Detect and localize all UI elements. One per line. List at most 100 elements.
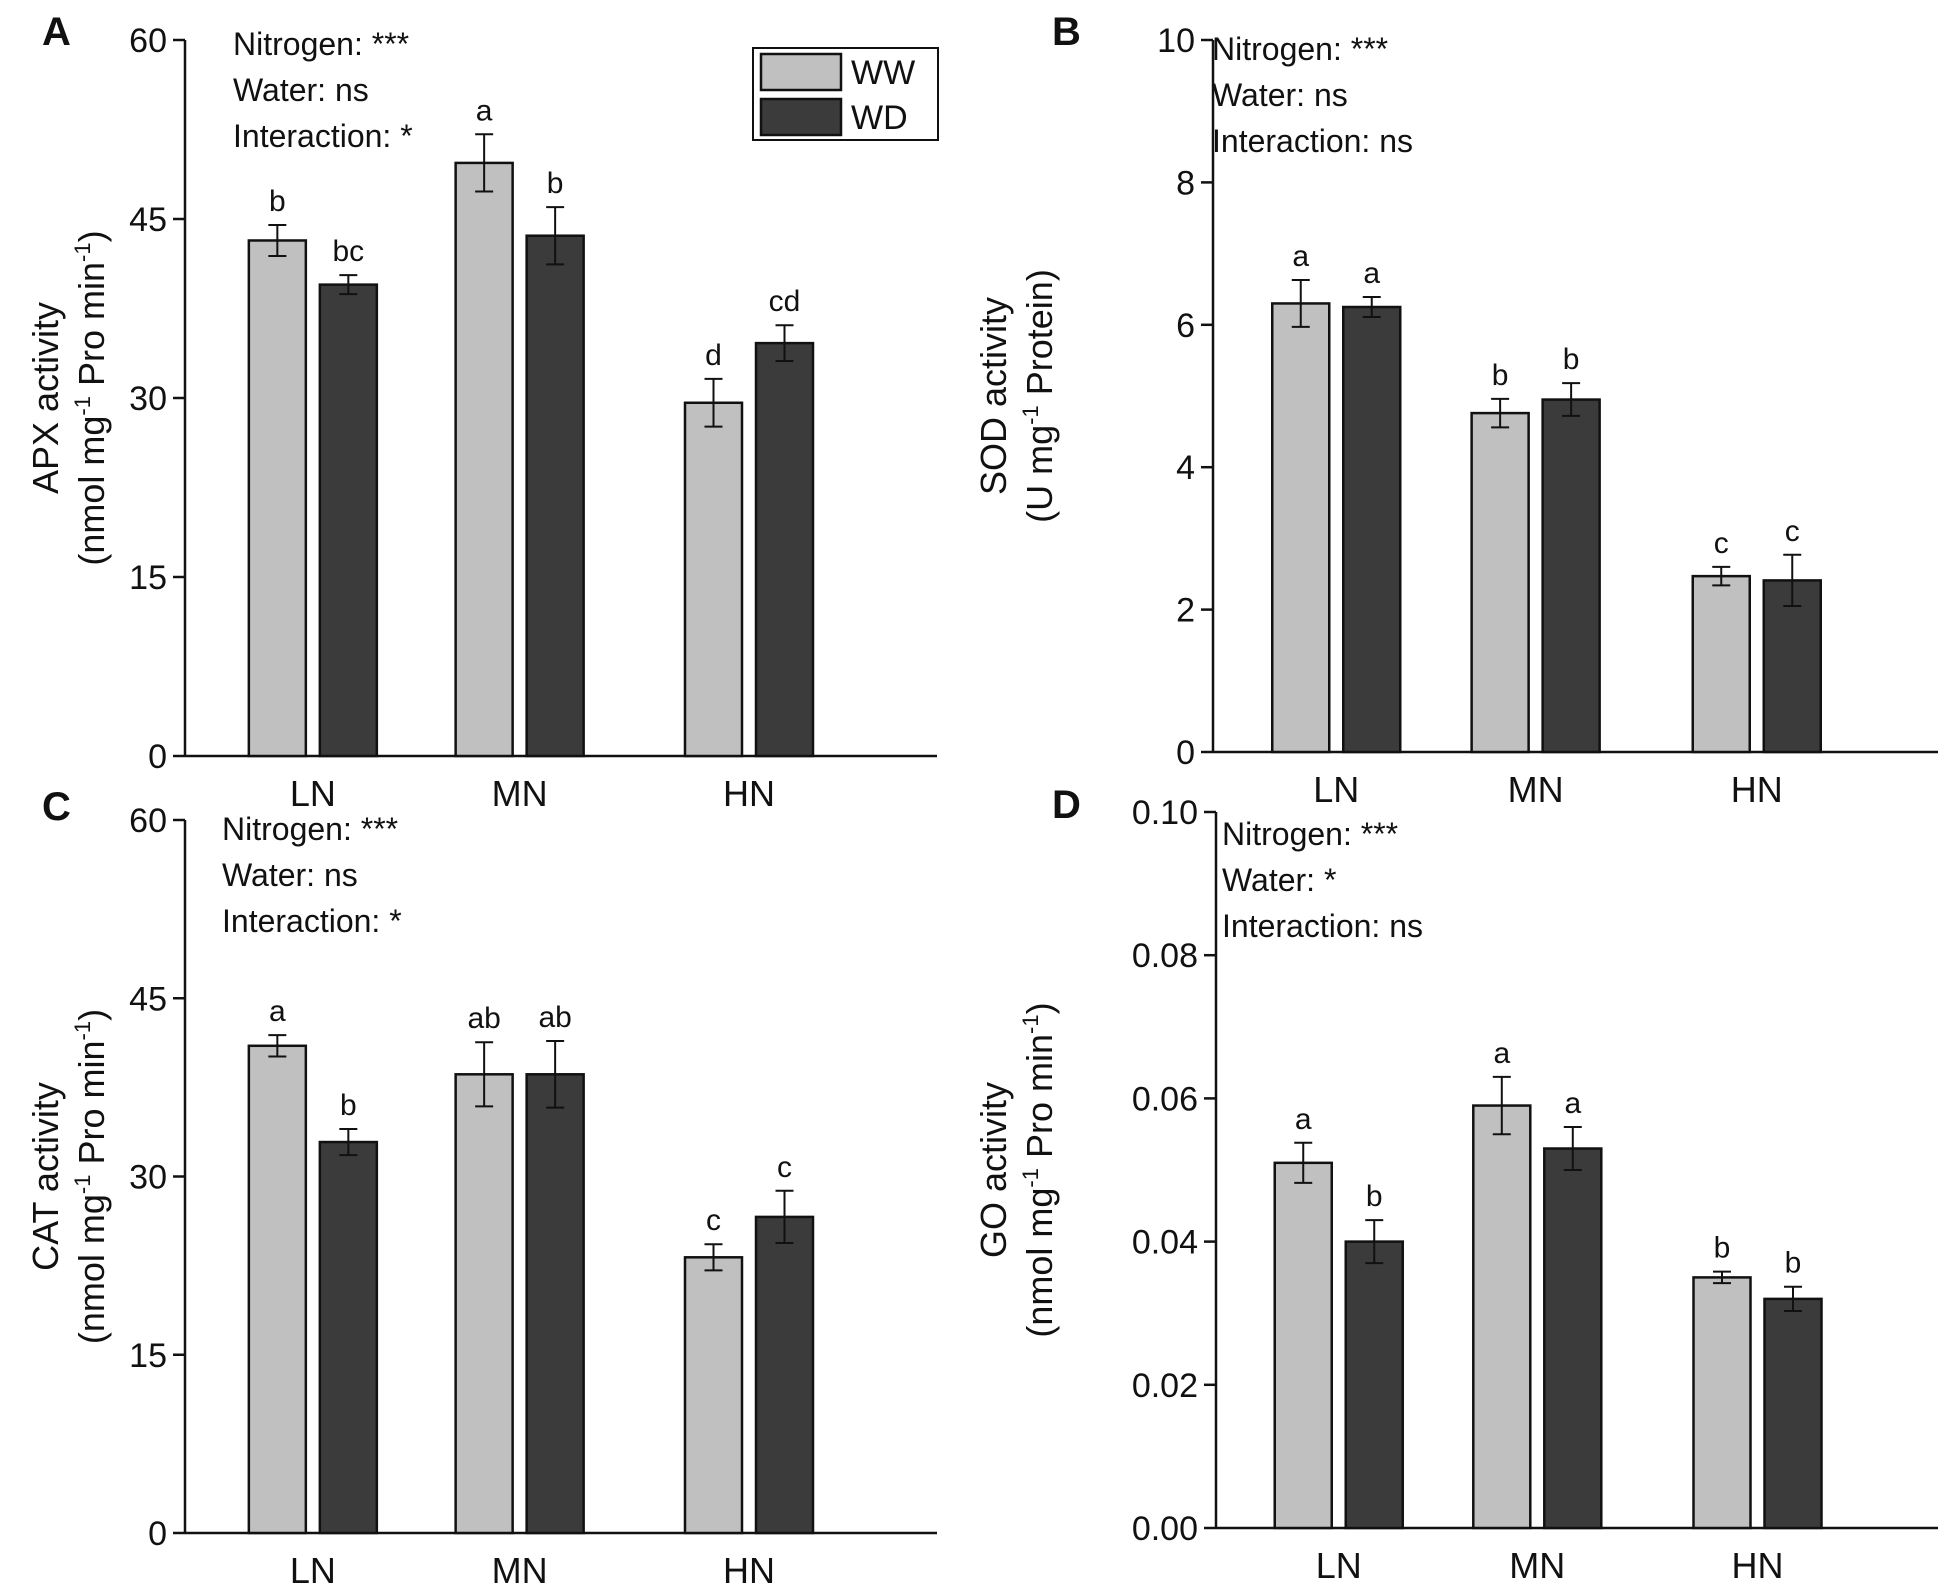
unit-text: ) — [1019, 1002, 1060, 1014]
y-axis-unit: (nmol mg-1 Pro min-1) — [70, 230, 112, 565]
stat-annotation: Water: ns — [1212, 77, 1348, 113]
significance-letter: b — [547, 167, 564, 200]
bar-wd-ln — [318, 283, 379, 758]
significance-letter: b — [1492, 359, 1509, 392]
x-tick-label: HN — [723, 773, 775, 814]
y-axis-title: APX activity — [25, 302, 66, 494]
bar-ww-hn — [683, 1256, 744, 1535]
y-tick-label: 60 — [129, 22, 167, 60]
significance-letter: ab — [467, 1002, 500, 1035]
significance-letter: a — [1564, 1087, 1581, 1120]
y-tick-label: 15 — [129, 1337, 167, 1375]
y-tick-label: 30 — [129, 1159, 167, 1197]
significance-letter: a — [269, 995, 286, 1028]
unit-superscript: -1 — [1018, 1168, 1043, 1188]
x-tick-label: MN — [1508, 769, 1564, 810]
bar-wd-ln — [1342, 305, 1402, 754]
bar-wd-hn — [754, 1215, 815, 1535]
panel-letter: D — [1052, 783, 1081, 827]
significance-letter: b — [269, 185, 286, 218]
significance-letter: b — [1563, 343, 1580, 376]
significance-letter: b — [340, 1089, 357, 1122]
y-tick-label: 0.10 — [1132, 794, 1198, 832]
legend-swatch-ww — [759, 52, 843, 92]
y-axis-title: CAT activity — [25, 1082, 66, 1271]
y-tick-label: 6 — [1176, 307, 1195, 345]
unit-superscript: -1 — [70, 396, 95, 416]
bar-wd-mn — [1541, 398, 1601, 754]
significance-letter: a — [1295, 1103, 1312, 1136]
bar-wd-hn — [1763, 1297, 1823, 1530]
y-axis-unit: (nmol mg-1 Pro min-1) — [1018, 1002, 1060, 1337]
y-axis-title: SOD activity — [973, 297, 1014, 495]
stat-annotation: Water: * — [1222, 862, 1336, 898]
significance-letter: a — [1363, 257, 1380, 290]
y-tick-label: 4 — [1176, 449, 1195, 487]
significance-letter: b — [1785, 1247, 1802, 1280]
bar-wd-ln — [318, 1140, 379, 1535]
significance-letter: cd — [769, 285, 801, 318]
bar-ww-hn — [1692, 1276, 1752, 1530]
bar-wd-ln — [1344, 1240, 1404, 1530]
bar-ww-ln — [247, 239, 308, 758]
y-tick-label: 0.00 — [1132, 1510, 1198, 1548]
significance-letter: d — [705, 339, 722, 372]
stat-annotation: Water: ns — [233, 72, 369, 108]
stat-annotation: Interaction: * — [233, 118, 413, 154]
x-tick-label: HN — [723, 1550, 775, 1586]
stat-annotation: Nitrogen: *** — [1212, 31, 1388, 67]
significance-letter: c — [706, 1204, 721, 1237]
y-tick-label: 8 — [1176, 164, 1195, 202]
y-axis-title: GO activity — [973, 1082, 1014, 1258]
y-tick-label: 30 — [129, 380, 167, 418]
significance-letter: a — [476, 94, 493, 127]
y-axis-label: SOD activity (U mg-1 Protein) — [973, 269, 1060, 523]
x-tick-label: LN — [290, 773, 336, 814]
y-axis-label: CAT activity (nmol mg-1 Pro min-1) — [25, 1009, 112, 1344]
x-tick-label: MN — [492, 1550, 548, 1586]
unit-text: Pro min — [71, 262, 112, 396]
stat-annotation: Water: ns — [222, 857, 358, 893]
unit-text: (nmol mg — [1019, 1188, 1060, 1338]
panel-letter: A — [42, 10, 71, 54]
bar-wd-hn — [754, 341, 815, 758]
x-tick-label: HN — [1731, 769, 1783, 810]
stat-annotation: Nitrogen: *** — [1222, 816, 1398, 852]
stat-annotation: Nitrogen: *** — [233, 26, 409, 62]
significance-letter: c — [1785, 515, 1800, 548]
y-tick-label: 0.06 — [1132, 1080, 1198, 1118]
stat-annotation: Interaction: ns — [1212, 123, 1413, 159]
significance-letter: c — [1714, 527, 1729, 560]
legend-swatch-wd — [759, 97, 843, 137]
significance-letter: bc — [332, 235, 364, 268]
chart-panel-d: D 0.00 0.02 0.04 0.06 0.08 0.10 GO activity(nmo… — [973, 783, 1938, 1586]
bar-ww-mn — [1472, 1104, 1532, 1530]
stat-annotation: Interaction: * — [222, 903, 402, 939]
bar-ww-hn — [683, 401, 744, 758]
significance-letter: a — [1292, 240, 1309, 273]
unit-text: Pro min — [1019, 1034, 1060, 1168]
unit-superscript: -1 — [70, 1021, 95, 1041]
significance-letter: ab — [538, 1001, 571, 1034]
unit-superscript: -1 — [1018, 1014, 1043, 1034]
significance-letter: c — [777, 1151, 792, 1184]
y-tick-label: 60 — [129, 802, 167, 840]
stat-annotation: Nitrogen: *** — [222, 811, 398, 847]
significance-letter: b — [1714, 1232, 1731, 1265]
unit-text: (nmol mg — [71, 416, 112, 566]
unit-superscript: -1 — [1018, 405, 1043, 425]
y-tick-label: 45 — [129, 980, 167, 1018]
unit-text: (U mg — [1019, 425, 1060, 523]
x-tick-label: LN — [1313, 769, 1359, 810]
y-tick-label: 0 — [148, 1515, 167, 1553]
y-tick-label: 2 — [1176, 592, 1195, 630]
legend: WW WD — [752, 47, 939, 141]
bar-ww-hn — [1691, 574, 1751, 754]
y-tick-label: 0.08 — [1132, 937, 1198, 975]
unit-text: Pro min — [71, 1040, 112, 1174]
bar-ww-ln — [247, 1044, 308, 1535]
y-tick-label: 0 — [1176, 734, 1195, 772]
